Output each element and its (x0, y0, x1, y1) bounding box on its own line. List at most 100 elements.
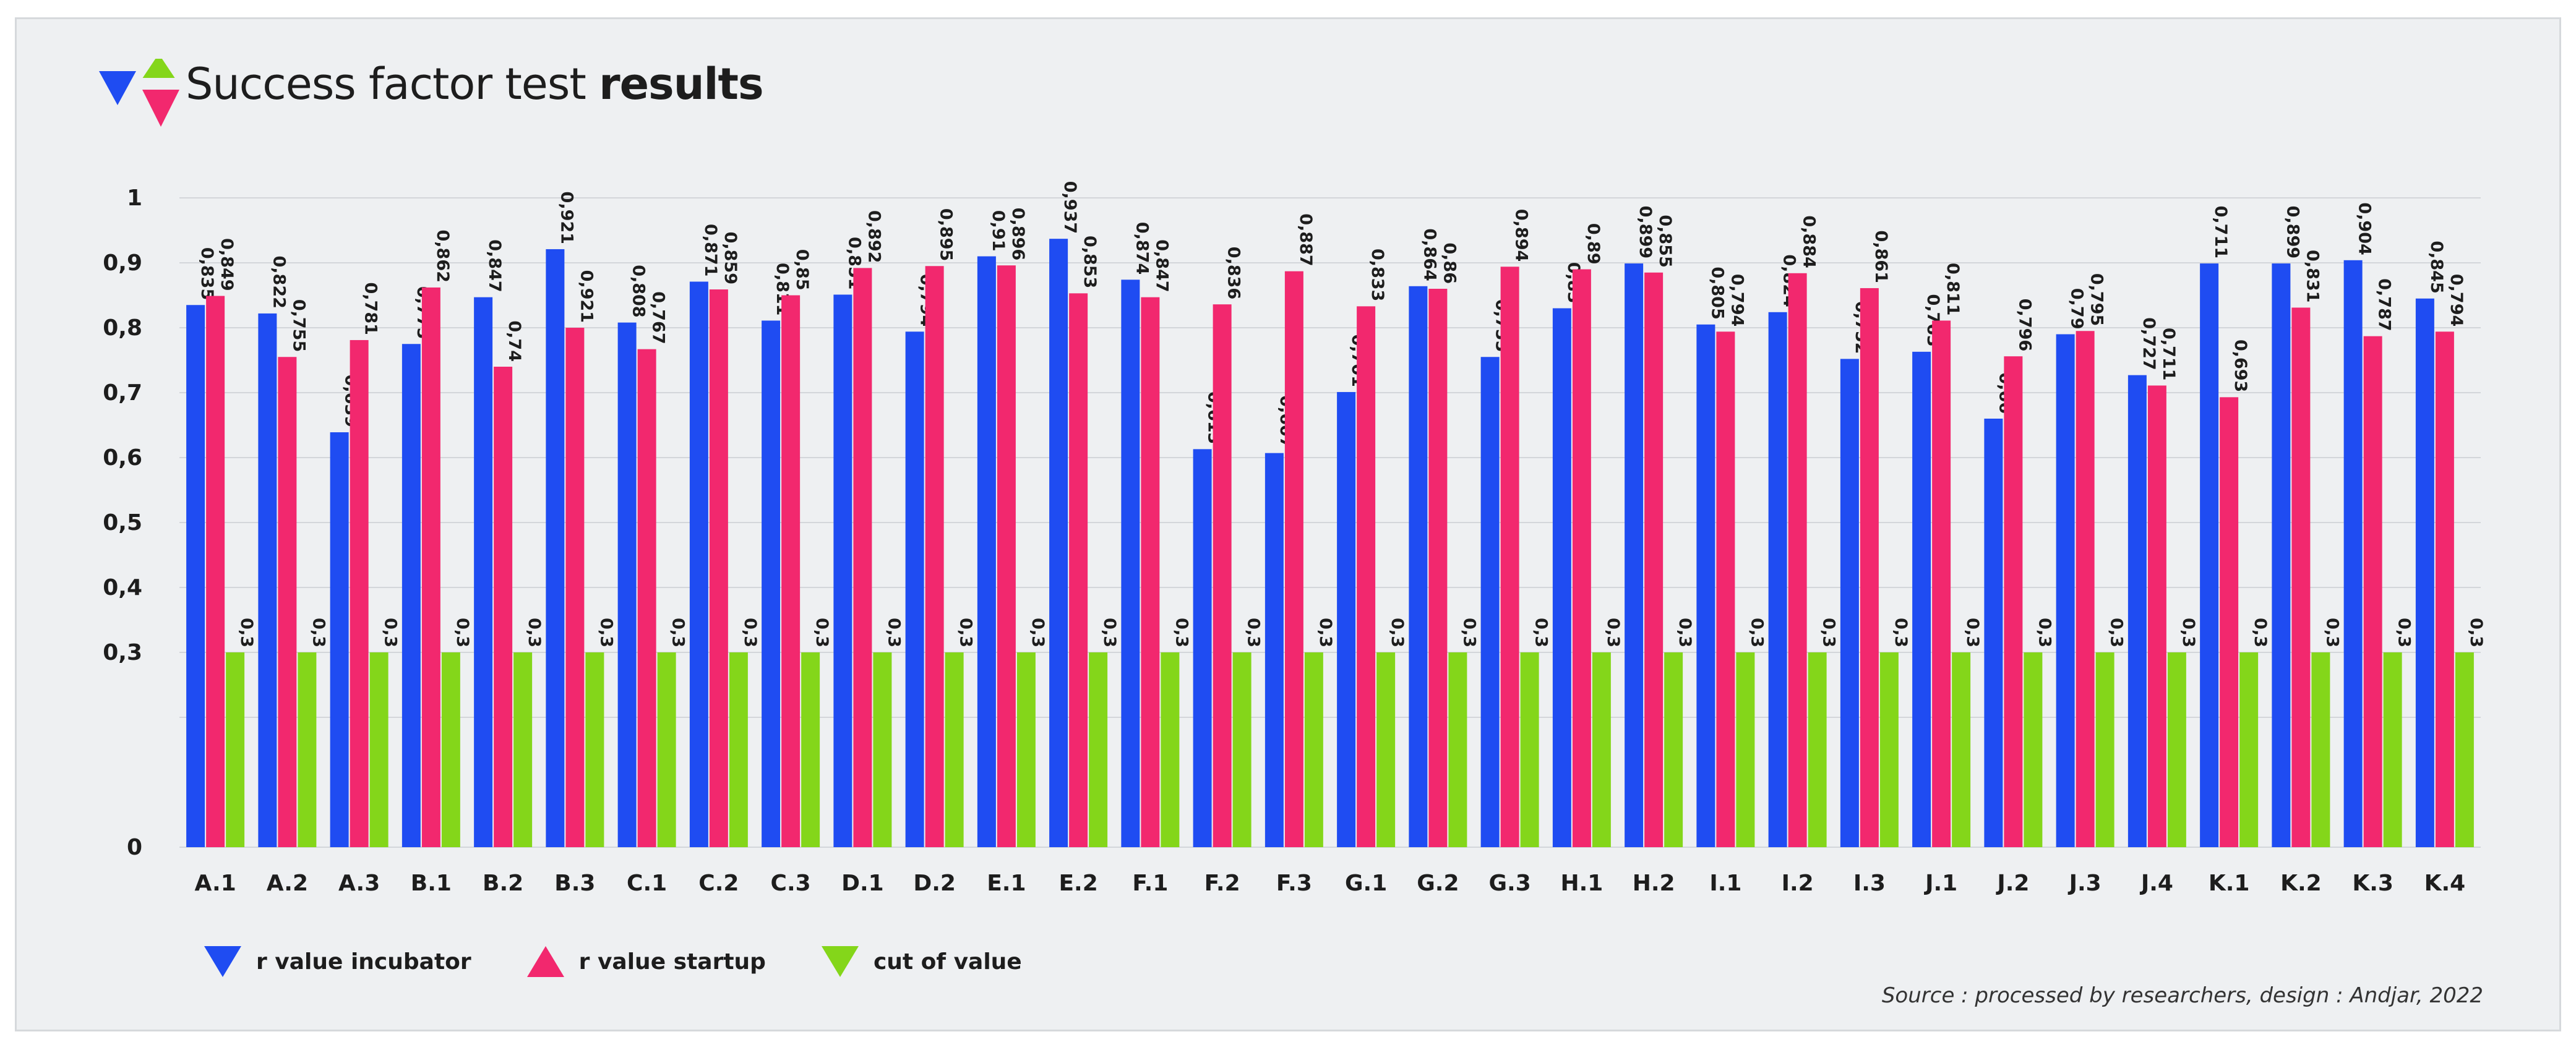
bar-incubator (1984, 419, 2003, 847)
y-tick-label: 0,5 (103, 510, 142, 536)
bar-incubator (1409, 286, 1428, 847)
data-label-startup: 0,859 (721, 232, 740, 284)
bar-cutoff (2167, 652, 2186, 847)
title-bold: results (599, 59, 764, 109)
x-tick-label: E.2 (1058, 871, 1097, 896)
bar-cutoff (1664, 652, 1683, 847)
bar-incubator (1696, 324, 1715, 847)
data-label-cutoff: 0,3 (2395, 618, 2414, 647)
bar-startup (2076, 331, 2095, 847)
x-tick-label: G.2 (1417, 871, 1459, 896)
bar-incubator (1193, 449, 1212, 847)
data-label-startup: 0,74 (505, 320, 524, 362)
bar-startup (1572, 269, 1591, 847)
data-label-cutoff: 0,3 (2035, 618, 2054, 647)
data-label-startup: 0,892 (864, 210, 883, 263)
data-label-incubator: 0,79 (2067, 288, 2087, 330)
data-label-startup: 0,894 (1512, 209, 1531, 262)
data-label-startup: 0,849 (217, 238, 236, 291)
x-tick-label: J.1 (1923, 871, 1957, 896)
data-label-cutoff: 0,3 (1532, 618, 1551, 647)
data-label-cutoff: 0,3 (1172, 618, 1191, 647)
data-label-cutoff: 0,3 (525, 618, 544, 647)
data-label-startup: 0,794 (1727, 274, 1746, 327)
data-label-cutoff: 0,3 (2179, 618, 2198, 647)
bar-incubator (2272, 263, 2291, 847)
data-label-incubator: 0,727 (2139, 317, 2158, 370)
bar-startup (2147, 385, 2166, 847)
data-label-cutoff: 0,3 (596, 618, 616, 647)
data-label-incubator: 0,835 (197, 247, 217, 300)
bar-cutoff (1736, 652, 1755, 847)
data-label-cutoff: 0,3 (669, 618, 688, 647)
bar-startup (278, 357, 297, 847)
data-label-startup: 0,853 (1080, 236, 1099, 288)
bar-incubator (1552, 308, 1571, 847)
legend-item-cutoff: cut of value (821, 946, 1022, 977)
data-label-startup: 0,831 (2303, 250, 2322, 302)
data-label-cutoff: 0,3 (1100, 618, 1119, 647)
bar-startup (1500, 267, 1519, 847)
bar-startup (1428, 289, 1448, 847)
bar-incubator (1768, 312, 1787, 847)
x-tick-label: C.1 (627, 871, 667, 896)
bar-incubator (1625, 263, 1644, 847)
data-label-startup: 0,693 (2231, 339, 2250, 392)
bar-startup (565, 328, 585, 847)
x-tick-label: E.1 (987, 871, 1026, 896)
y-tick-label: 0,9 (103, 250, 142, 276)
data-label-incubator: 0,871 (701, 224, 720, 276)
legend-marker-incubator (204, 946, 241, 977)
data-label-cutoff: 0,3 (2322, 618, 2342, 647)
data-label-startup: 0,855 (1655, 215, 1675, 267)
bar-incubator (1049, 239, 1068, 847)
data-label-startup: 0,781 (361, 283, 380, 335)
data-label-cutoff: 0,3 (1316, 618, 1335, 647)
logo-triangles-icon (99, 59, 179, 127)
data-label-startup: 0,811 (1943, 263, 1962, 315)
x-tick-label: I.2 (1782, 871, 1814, 896)
y-tick-label: 0,7 (103, 380, 142, 406)
bar-incubator (2127, 375, 2147, 847)
bar-incubator (833, 294, 852, 847)
data-label-incubator: 0,899 (2283, 206, 2302, 258)
bar-cutoff (1016, 652, 1036, 847)
data-label-startup: 0,755 (289, 299, 308, 352)
data-label-incubator: 0,921 (557, 192, 576, 244)
bar-startup (1860, 288, 1879, 847)
x-tick-label: K.4 (2424, 871, 2466, 896)
x-tick-label: F.2 (1204, 871, 1240, 896)
bar-startup (2004, 356, 2023, 847)
data-label-startup: 0,711 (2159, 328, 2178, 380)
x-tick-label: D.1 (841, 871, 884, 896)
data-label-cutoff: 0,3 (956, 618, 976, 647)
bar-cutoff (1448, 652, 1467, 847)
data-label-startup: 0,89 (1584, 223, 1603, 265)
bar-startup (2220, 397, 2239, 847)
x-tick-label: J.4 (2139, 871, 2173, 896)
bar-startup (997, 265, 1016, 847)
data-label-cutoff: 0,3 (2251, 618, 2270, 647)
data-label-cutoff: 0,3 (1747, 618, 1766, 647)
data-label-cutoff: 0,3 (453, 618, 472, 647)
legend-label-incubator: r value incubator (256, 949, 471, 975)
bar-startup (637, 349, 656, 847)
bar-cutoff (1808, 652, 1827, 847)
bar-startup (1716, 331, 1735, 847)
bar-cutoff (801, 652, 820, 847)
data-label-cutoff: 0,3 (1459, 618, 1479, 647)
legend-item-startup: r value startup (526, 946, 766, 977)
y-tick-label: 0 (127, 835, 142, 860)
data-label-startup: 0,85 (792, 249, 812, 291)
x-tick-label: F.1 (1132, 871, 1168, 896)
data-label-incubator: 0,805 (1707, 267, 1727, 319)
data-label-startup: 0,861 (1871, 231, 1891, 283)
data-label-incubator: 0,822 (269, 255, 288, 308)
x-tick-label: H.2 (1633, 871, 1675, 896)
bar-startup (781, 295, 801, 847)
bar-startup (1213, 304, 1232, 847)
bar-startup (2363, 336, 2382, 847)
data-label-startup: 0,795 (2087, 273, 2106, 326)
data-label-startup: 0,86 (1440, 242, 1459, 284)
